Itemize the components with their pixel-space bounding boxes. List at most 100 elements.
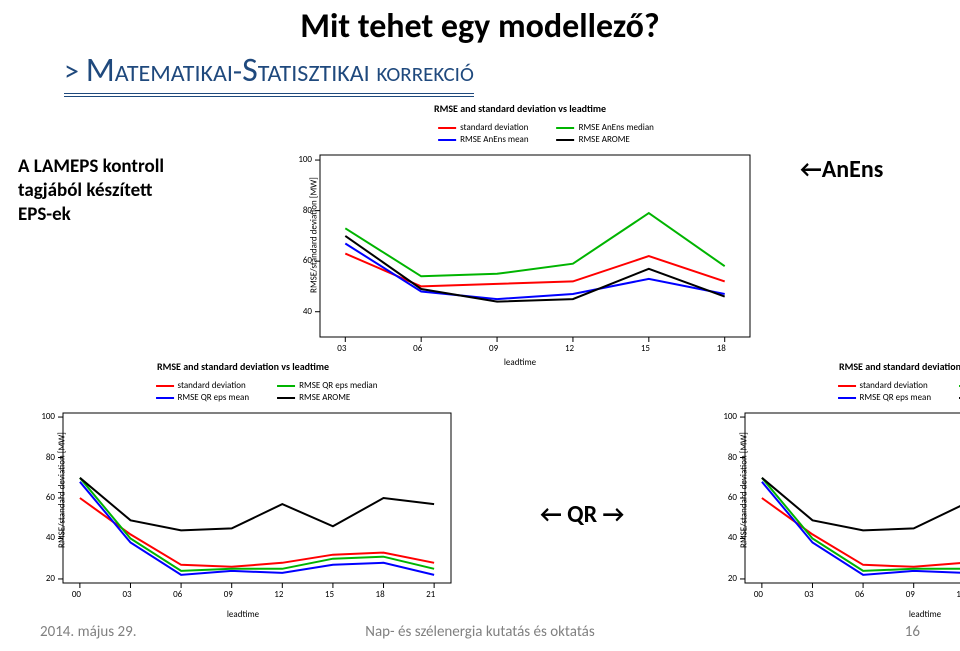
y-tick-label: 60 [303,255,312,266]
chart-title: RMSE and standard deviation vs leadtime [690,360,960,373]
series-black [762,478,960,531]
x-tick-label: 09 [906,589,915,600]
left-note: A LAMEPS kontroll tagjából készített EPS… [18,155,198,226]
x-tick-label: 03 [804,589,813,600]
x-tick-label: 03 [122,589,131,600]
page-title: Mit tehet egy modellező? [0,6,960,47]
y-tick-label: 40 [46,532,55,543]
series-blue [762,482,960,575]
legend-swatch [838,397,856,399]
y-tick-label: 80 [46,452,55,463]
slide: { "title": "Mit tehet egy modellező?", "… [0,0,960,651]
x-tick-label: 06 [855,589,864,600]
subtitle-rest: korrekció [370,53,474,90]
series-blue [80,482,434,575]
y-tick-label: 60 [728,492,737,503]
legend-swatch [438,127,456,129]
x-tick-label: 03 [337,343,346,354]
x-tick-label: 12 [274,589,283,600]
y-tick-label: 40 [303,306,312,317]
y-tick-label: 20 [46,573,55,584]
footer-page-number: 16 [905,623,920,641]
legend-swatch [557,139,575,141]
chart-ylabel: RMSE/standard deviation [MW] [308,177,319,293]
x-tick-label: 21 [426,589,435,600]
y-tick-label: 60 [46,492,55,503]
legend-item: RMSE AROME [557,134,654,145]
x-tick-label: 18 [376,589,385,600]
y-tick-label: 40 [728,532,737,543]
series-red [345,254,724,287]
legend-label: RMSE AnEns median [579,122,654,133]
legend-item: RMSE QR eps mean [156,392,250,403]
series-black [80,478,434,531]
y-tick-label: 100 [41,411,55,422]
y-tick-label: 100 [723,411,737,422]
subtitle: > Matematikai-Statisztikai korrekció [64,50,474,97]
legend-label: RMSE AROME [579,134,630,145]
x-tick-label: 15 [641,343,650,354]
x-tick-label: 09 [489,343,498,354]
subtitle-prefix: > [64,53,86,90]
series-blue [345,244,724,300]
subtitle-w1: Matematikai [86,50,233,91]
legend-swatch [277,385,295,387]
x-tick-label: 12 [956,589,960,600]
series-green [345,213,724,276]
series-green [80,478,434,571]
legend-swatch [557,127,575,129]
qr-label: ← QR → [540,500,624,529]
x-tick-label: 18 [717,343,726,354]
legend-item: RMSE AnEns mean [438,134,528,145]
legend-item: RMSE QR eps mean [838,392,932,403]
x-tick-label: 06 [413,343,422,354]
legend-swatch [438,139,456,141]
y-tick-label: 80 [303,205,312,216]
footer-title: Nap- és szélenergia kutatás és oktatás [0,623,960,641]
subtitle-w2: Statisztikai [242,50,370,91]
legend-swatch [277,397,295,399]
x-tick-label: 09 [224,589,233,600]
chart-title: RMSE and standard deviation vs leadtime [260,102,780,115]
y-tick-label: 20 [728,573,737,584]
legend-label: standard deviation [860,380,928,391]
chart-ylabel: RMSE/standard deviation [MW] [738,432,749,548]
chart-top: RMSE and standard deviation vs leadtime R… [260,100,780,370]
legend-label: standard deviation [460,122,528,133]
chart-bottom-right: RMSE and standard deviation vs leadtime R… [690,358,960,622]
subtitle-dash: - [233,53,242,90]
legend-swatch [838,385,856,387]
series-red [762,498,960,567]
legend-label: RMSE QR eps median [299,380,377,391]
legend-item: standard deviation [438,122,528,133]
chart-bottom-left: RMSE and standard deviation vs leadtime R… [8,358,478,622]
legend-label: RMSE AnEns mean [460,134,528,145]
legend-label: RMSE QR eps mean [860,392,932,403]
legend-item: standard deviation [838,380,932,391]
legend-item: RMSE AnEns median [557,122,654,133]
legend-item: standard deviation [156,380,250,391]
x-tick-label: 00 [72,589,81,600]
legend-item: RMSE QR eps median [277,380,377,391]
chart-title: RMSE and standard deviation vs leadtime [8,360,478,373]
legend-swatch [156,397,174,399]
x-tick-label: 00 [754,589,763,600]
legend-swatch [156,385,174,387]
chart-xlabel: leadtime [8,609,478,620]
y-tick-label: 100 [298,154,312,165]
x-tick-label: 15 [325,589,334,600]
x-tick-label: 12 [565,343,574,354]
left-note-l3: EPS-ek [18,203,198,227]
series-green [762,478,960,571]
x-tick-label: 06 [173,589,182,600]
chart-ylabel: RMSE/standard deviation [MW] [56,432,67,548]
legend-item: RMSE AROME [277,392,377,403]
left-note-l1: A LAMEPS kontroll [18,155,198,179]
chart-legend: standard deviationRMSE QR eps meanRMSE Q… [838,380,960,403]
legend-label: RMSE AROME [299,392,350,403]
legend-label: standard deviation [178,380,246,391]
chart-xlabel: leadtime [690,609,960,620]
chart-legend: standard deviationRMSE AnEns mean RMSE An… [438,122,654,145]
y-tick-label: 80 [728,452,737,463]
left-note-l2: tagjából készített [18,179,198,203]
